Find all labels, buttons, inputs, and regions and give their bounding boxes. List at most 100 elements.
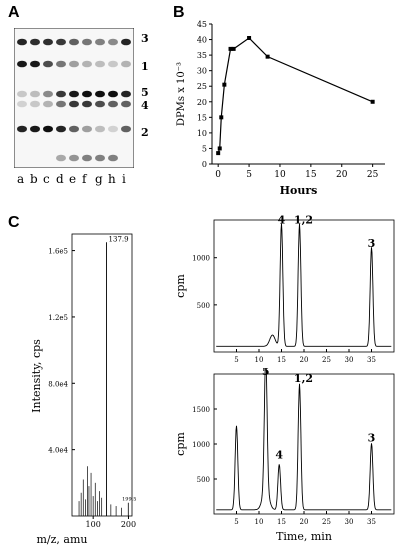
tlc-spot-band-3: [121, 38, 131, 46]
tlc-band-label-1: 1: [141, 60, 149, 73]
tlc-spot-band-1: [56, 60, 66, 68]
tlc-spot-band-3: [69, 38, 79, 46]
lane-label-h: h: [108, 172, 116, 186]
panel-c-letter: C: [8, 214, 20, 231]
chart-hplc-top-y-tick-label: 1000: [192, 255, 210, 263]
tlc-spot-band-4: [56, 100, 66, 108]
tlc-spot-band-1: [82, 60, 92, 68]
tlc-spot-origin: [56, 154, 66, 162]
chart-hplc-top-peak-label: 1,2: [294, 213, 313, 226]
ms-x-tick-label: 100: [86, 520, 101, 529]
tlc-spot-band-1: [121, 60, 131, 68]
chart-b-y-tick-label: 10: [197, 129, 207, 138]
tlc-spot-band-4: [69, 100, 79, 108]
chart-b-x-tick-label: 5: [246, 170, 252, 180]
chart-b-y-tick-label: 35: [197, 51, 207, 60]
tlc-spot-band-2: [69, 125, 79, 133]
chart-b-point: [247, 36, 252, 40]
tlc-band-label-3: 3: [141, 32, 149, 45]
chart-ms-spectrum: 4.0e4 8.0e4 1.2e5 1.6e5 100 200 137.9 199.5 Inte…: [30, 233, 136, 546]
tlc-spot-band-2: [30, 125, 40, 133]
tlc-spot-band-4: [121, 100, 131, 108]
chart-b: 0 5 10 15 20 25 30 35 40 45 0 5 10 15 20 25 Hours DPMs x …: [176, 20, 385, 197]
chart-hplc-bottom-peak-label: 1,2: [294, 372, 313, 385]
tlc-spot-band-4: [108, 100, 118, 108]
lane-label-f: f: [82, 172, 87, 186]
tlc-band-label-2: 2: [141, 126, 149, 139]
tlc-spot-band-3: [95, 38, 105, 46]
ms-small-peak-label: 199.5: [122, 497, 136, 503]
panel-a-letter: A: [8, 4, 20, 21]
chart-b-x-tick-label: 15: [305, 170, 317, 180]
tlc-spot-band-5: [121, 90, 131, 98]
tlc-spot-band-3: [108, 38, 118, 46]
chart-b-point: [222, 82, 227, 87]
chart-b-x-tick-label: 25: [367, 170, 379, 180]
chart-b-x-tick-label: 20: [336, 170, 348, 180]
chart-hplc-bottom-x-tick-label: 20: [300, 518, 309, 526]
chart-hplc-top-x-tick-label: 35: [367, 356, 376, 364]
tlc-spot-band-5: [30, 90, 40, 98]
chart-b-point: [370, 99, 375, 104]
chart-b-point: [231, 46, 236, 51]
ms-y-tick-label: 4.0e4: [48, 447, 68, 455]
chart-hplc-bottom-x-tick-label: 5: [234, 518, 238, 526]
tlc-spot-band-1: [30, 60, 40, 68]
chart-b-y-tick-label: 5: [202, 144, 207, 153]
ms-xlabel: m/z, amu: [37, 533, 88, 546]
chart-b-x-tick-label: 10: [274, 170, 286, 180]
tlc-spot-band-3: [43, 38, 53, 46]
tlc-spot-band-3: [82, 38, 92, 46]
chart-hplc-bottom-x-tick-label: 10: [255, 518, 264, 526]
tlc-spot-band-2: [56, 125, 66, 133]
ms-ylabel: Intensity, cps: [30, 339, 43, 413]
chart-hplc-top-peak-label: 4: [278, 213, 286, 226]
chart-b-y-tick-label: 25: [197, 82, 207, 91]
chart-b-point: [216, 151, 221, 156]
chart-b-y-tick-label: 40: [197, 36, 207, 45]
tlc-spot-band-1: [69, 60, 79, 68]
tlc-spot-band-5: [95, 90, 105, 98]
chart-b-y-tick-label: 20: [197, 98, 207, 107]
lane-label-e: e: [69, 172, 77, 186]
lane-label-g: g: [95, 172, 103, 186]
chart-b-point: [265, 54, 270, 59]
lane-label-b: b: [30, 172, 38, 186]
tlc-spot-origin: [95, 154, 105, 162]
chart-hplc-bottom-y-tick-label: 1500: [192, 406, 210, 414]
chart-b-y-tick-label: 15: [197, 113, 207, 122]
chart-hplc-bottom-peak-label: 5: [262, 368, 270, 378]
tlc-spot-band-5: [56, 90, 66, 98]
chart-hplc-top-ylabel: cpm: [174, 274, 187, 298]
chart-hplc-top-y-tick-label: 500: [197, 302, 210, 310]
chart-b-x-tick-label: 0: [215, 170, 221, 180]
panel-b-letter: B: [173, 4, 185, 21]
tlc-plate: [14, 28, 134, 168]
chart-hplc-top-peak-label: 3: [368, 237, 376, 250]
chart-hplc-top: 500 1000 5 10 15 20 25 30 35 4 1,2 3 cpm: [174, 213, 395, 364]
tlc-spot-band-1: [95, 60, 105, 68]
chart-b-ylabel: DPMs x 10⁻³: [176, 62, 187, 126]
tlc-spot-band-4: [30, 100, 40, 108]
tlc-spot-origin: [69, 154, 79, 162]
tlc-spot-band-2: [95, 125, 105, 133]
chart-hplc-bottom-x-tick-label: 15: [277, 518, 286, 526]
chart-hplc-top-trace: [215, 223, 392, 347]
chart-hplc-top-x-tick-label: 30: [345, 356, 354, 364]
chart-hplc-bottom-y-tick-label: 500: [197, 476, 210, 484]
lane-label-i: i: [122, 172, 126, 186]
chart-b-point: [217, 146, 222, 151]
ms-frame: [71, 233, 133, 517]
ms-x-tick-label: 200: [121, 520, 136, 529]
tlc-spot-band-1: [108, 60, 118, 68]
lane-label-d: d: [56, 172, 64, 186]
chart-hplc-bottom-y-tick-label: 1000: [192, 441, 210, 449]
chart-hplc-top-x-tick-label: 15: [277, 356, 286, 364]
tlc-spot-band-2: [82, 125, 92, 133]
tlc-spot-band-5: [69, 90, 79, 98]
chart-hplc-bottom-trace: [216, 368, 392, 511]
tlc-spot-origin: [108, 154, 118, 162]
chart-b-y-tick-label: 0: [202, 160, 207, 169]
tlc-spot-band-2: [121, 125, 131, 133]
tlc-spot-band-3: [56, 38, 66, 46]
